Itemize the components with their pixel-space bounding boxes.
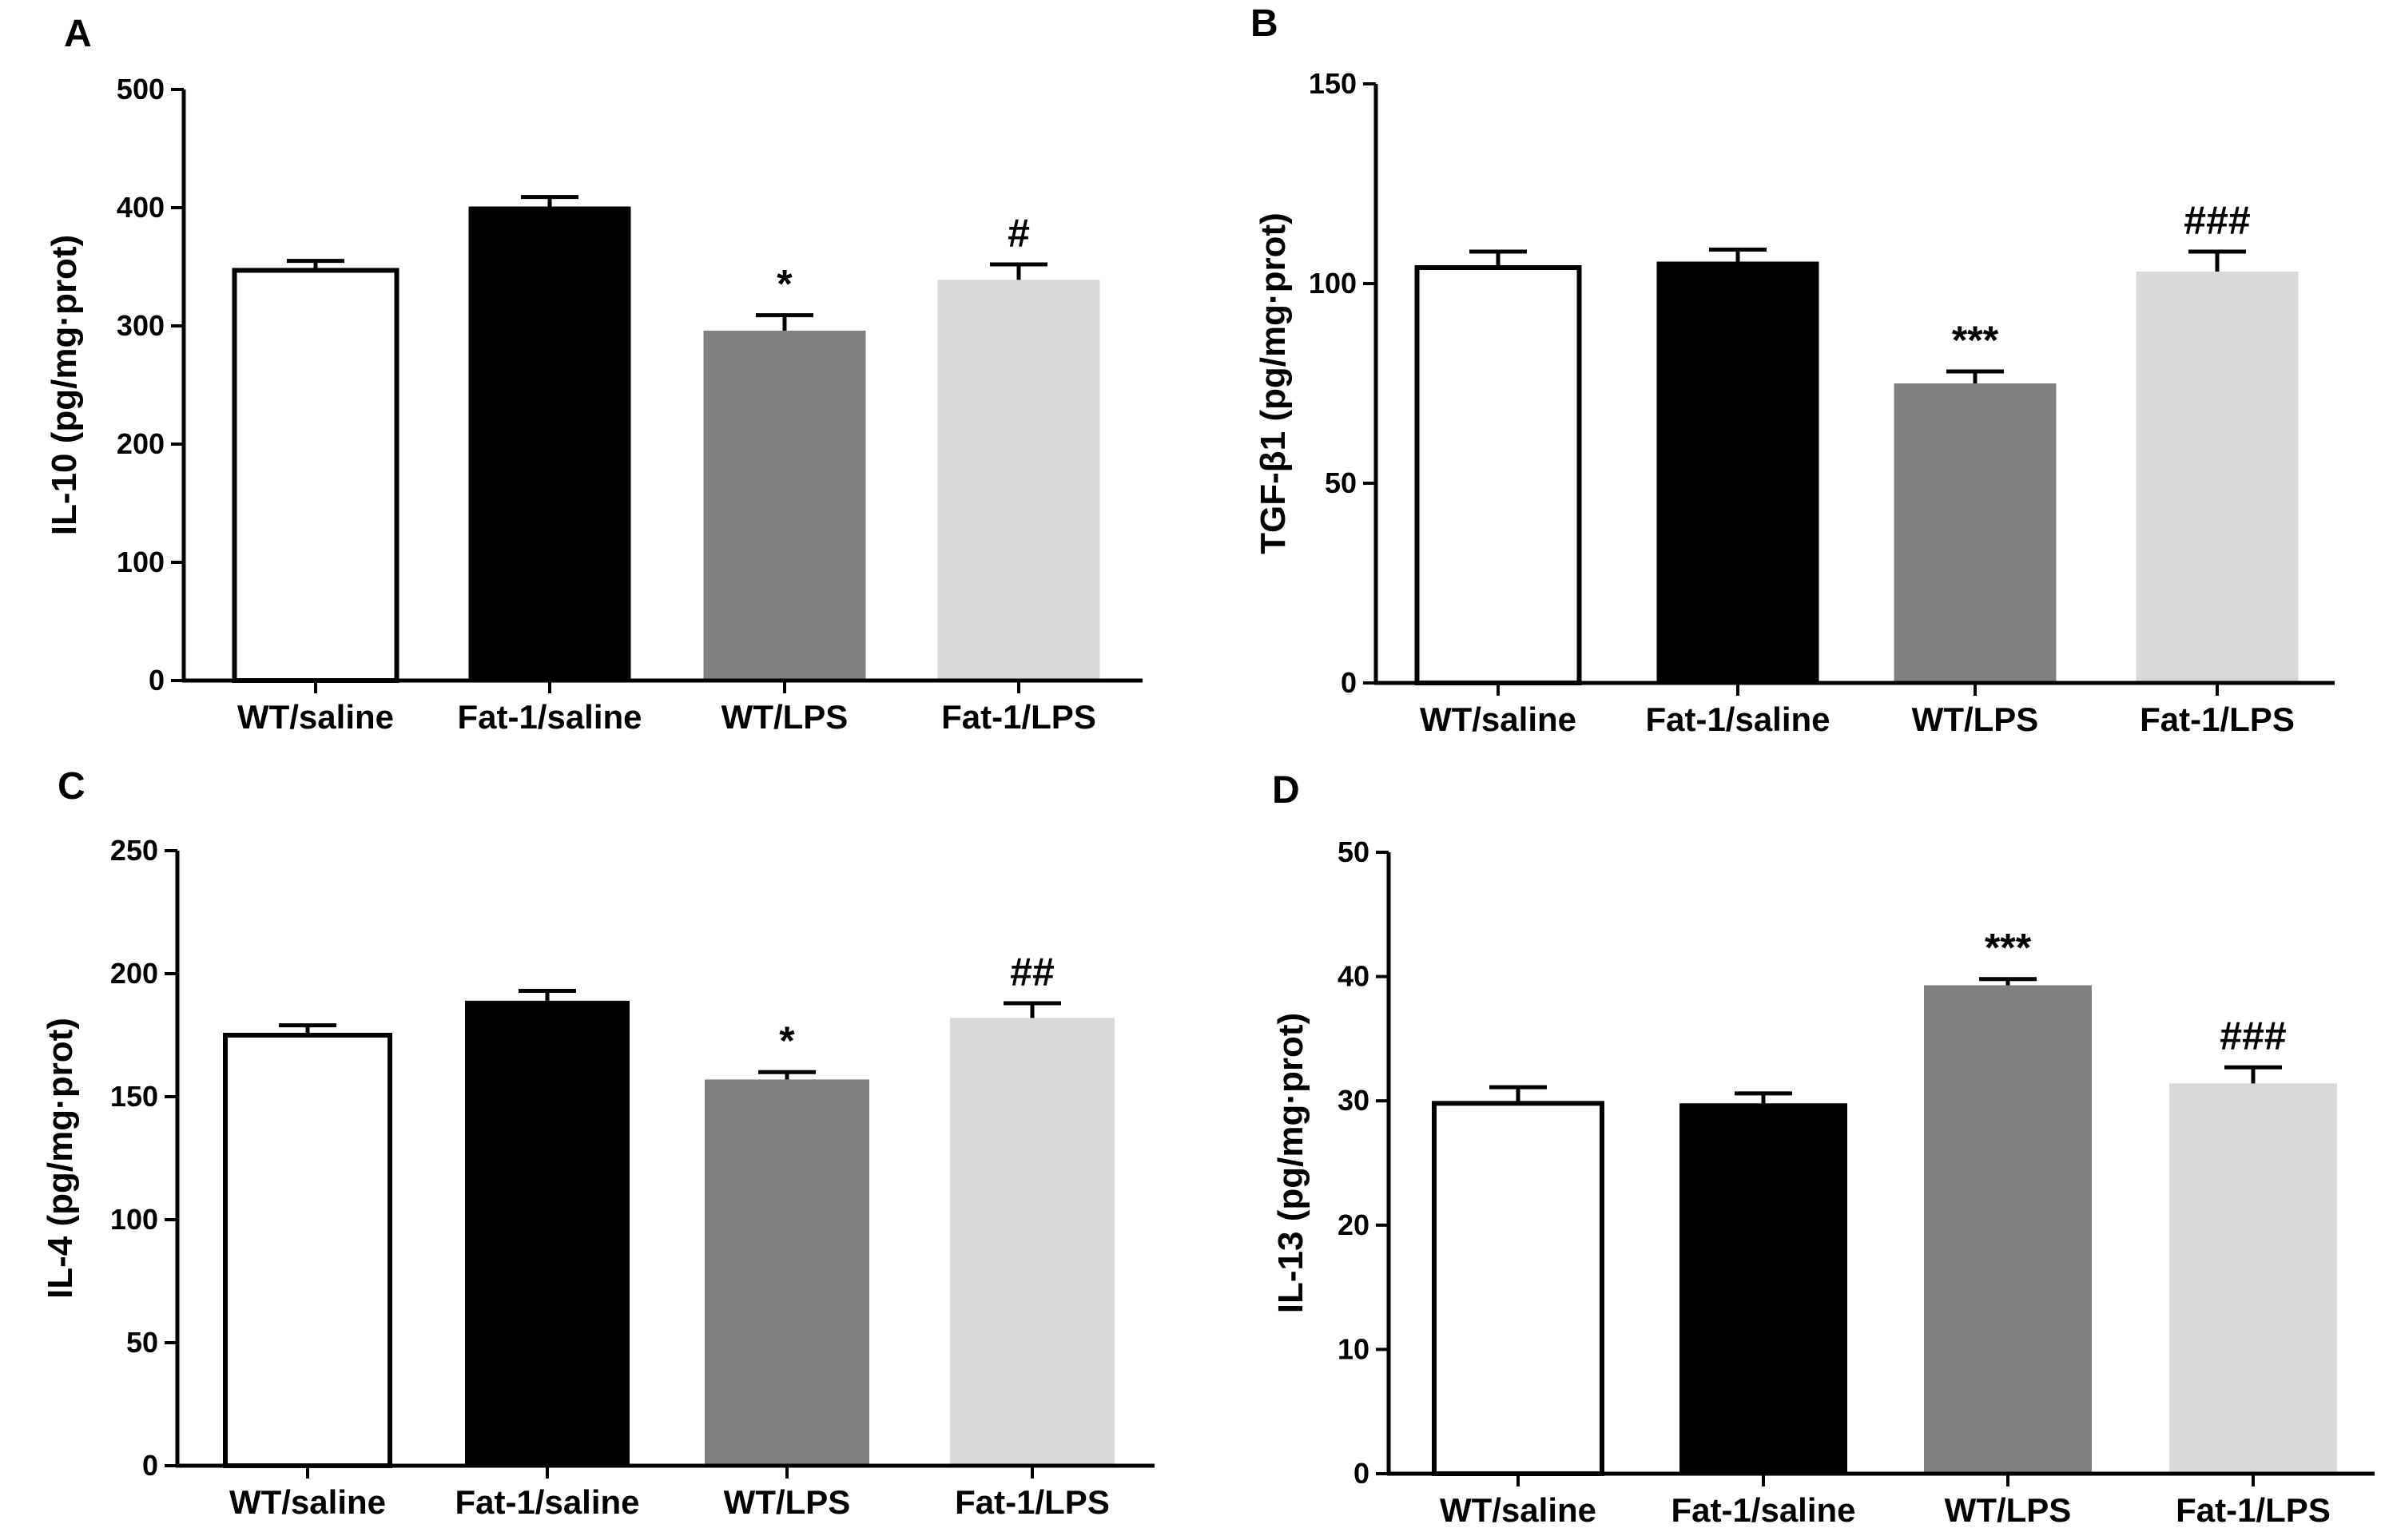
significance-label: ***	[1952, 318, 1999, 363]
bar	[1432, 1101, 1604, 1476]
bar	[950, 1018, 1115, 1466]
x-tick-label: Fat-1/saline	[1645, 701, 1830, 738]
bar	[937, 280, 1100, 681]
x-tick-label: WT/LPS	[1912, 701, 2039, 738]
significance-label: #	[1008, 211, 1030, 256]
x-tick-label: Fat-1/saline	[457, 698, 642, 736]
y-tick-label: 150	[110, 1080, 158, 1113]
bar	[1679, 1103, 1847, 1474]
y-axis-title: IL-10 (pg/mg·prot)	[45, 235, 84, 535]
y-tick-label: 200	[110, 957, 158, 990]
bar	[2136, 272, 2299, 683]
y-axis-title: IL-4 (pg/mg·prot)	[41, 1018, 80, 1299]
bar	[703, 330, 866, 681]
y-tick-label: 100	[117, 546, 165, 578]
y-tick-label: 10	[1338, 1332, 1369, 1365]
x-tick-label: Fat-1/LPS	[2176, 1491, 2331, 1529]
y-tick-label: 150	[1309, 67, 1357, 100]
bar	[2169, 1083, 2337, 1474]
y-tick-label: 50	[1338, 835, 1369, 868]
y-tick-label: 0	[149, 664, 165, 697]
bar	[1924, 985, 2092, 1474]
y-axis-title: TGF-β1 (pg/mg·prot)	[1254, 212, 1293, 554]
x-tick-label: Fat-1/LPS	[2140, 701, 2295, 738]
bar	[223, 1033, 392, 1468]
y-tick-label: 500	[117, 73, 165, 105]
significance-label: ##	[1010, 950, 1055, 994]
y-tick-label: 100	[1309, 267, 1357, 300]
significance-label: ***	[1985, 926, 2032, 970]
y-tick-label: 100	[110, 1203, 158, 1236]
y-tick-label: 200	[117, 427, 165, 460]
y-tick-label: 50	[126, 1326, 158, 1359]
x-tick-label: Fat-1/saline	[455, 1483, 639, 1521]
significance-label: ###	[2184, 198, 2250, 243]
bar	[465, 1000, 630, 1466]
x-tick-label: WT/LPS	[721, 698, 849, 736]
panel-letter: B	[1250, 2, 1278, 45]
significance-label: *	[779, 1018, 795, 1063]
chart-panel-c: C WT/saline Fat-1/saline * WT/LPS ## Fat-1/LPS…	[41, 765, 1155, 1521]
chart-panel-d: D WT/saline Fat-1/saline *** WT/LPS ### Fat-1/…	[1271, 769, 2375, 1529]
x-tick-label: WT/saline	[1420, 701, 1576, 738]
significance-label: *	[777, 262, 793, 307]
bar	[705, 1079, 869, 1466]
panel-letter: A	[64, 13, 92, 55]
panel-letter: D	[1272, 769, 1300, 812]
x-tick-label: WT/LPS	[1945, 1491, 2072, 1529]
x-tick-label: WT/LPS	[724, 1483, 851, 1521]
significance-label: ###	[2220, 1014, 2286, 1058]
y-tick-label: 400	[117, 191, 165, 224]
bar	[1894, 383, 2057, 683]
bar	[1414, 265, 1582, 685]
y-tick-label: 250	[110, 834, 158, 867]
chart-panel-b: B WT/saline Fat-1/saline *** WT/LPS ### Fat-1/…	[1250, 2, 2335, 738]
x-tick-label: WT/saline	[237, 698, 394, 736]
x-tick-label: WT/saline	[1440, 1491, 1596, 1529]
bar	[232, 268, 399, 683]
x-tick-label: WT/saline	[229, 1483, 386, 1521]
y-axis-title: IL-13 (pg/mg·prot)	[1271, 1013, 1310, 1313]
bar	[1656, 261, 1819, 683]
y-tick-label: 20	[1338, 1209, 1369, 1241]
y-tick-label: 0	[142, 1449, 158, 1482]
chart-panel-a: A WT/saline Fat-1/saline * WT/LPS # Fat-1/LPS 0…	[45, 13, 1143, 736]
x-tick-label: Fat-1/saline	[1671, 1491, 1855, 1529]
y-tick-label: 0	[1353, 1457, 1369, 1490]
y-tick-label: 40	[1338, 960, 1369, 993]
panel-letter: C	[58, 765, 85, 808]
x-tick-label: Fat-1/LPS	[941, 698, 1096, 736]
y-tick-label: 300	[117, 309, 165, 342]
bar	[468, 206, 631, 681]
x-tick-label: Fat-1/LPS	[955, 1483, 1110, 1521]
y-tick-label: 50	[1325, 466, 1357, 499]
y-tick-label: 0	[1341, 666, 1357, 699]
y-tick-label: 30	[1338, 1084, 1369, 1117]
